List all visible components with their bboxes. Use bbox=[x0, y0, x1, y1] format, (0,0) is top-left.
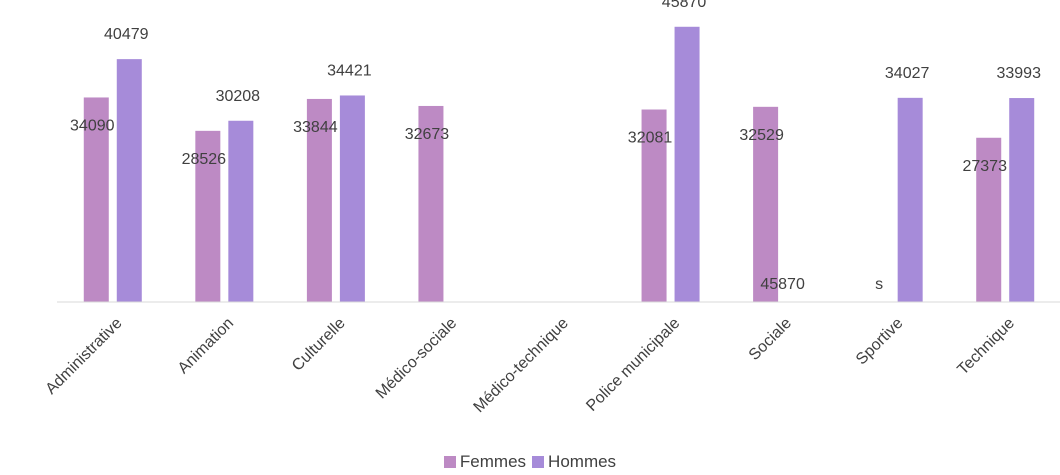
legend-item-hommes: Hommes bbox=[532, 452, 616, 472]
data-label-hommes-police-municipale: 45870 bbox=[662, 0, 707, 11]
data-label-femmes-animation: 28526 bbox=[182, 151, 227, 168]
bar-femmes-administrative bbox=[83, 97, 109, 303]
data-label-femmes-medico-sociale: 32673 bbox=[405, 126, 450, 143]
data-label-femmes-sociale: 32529 bbox=[739, 127, 784, 144]
x-tick-label-administrative: Administrative bbox=[43, 315, 126, 398]
legend-item-femmes: Femmes bbox=[443, 452, 527, 472]
legend-label-femmes: Femmes bbox=[459, 452, 527, 471]
data-label-femmes-culturelle: 33844 bbox=[293, 119, 338, 136]
x-tick-label-police-municipale: Police municipale bbox=[583, 315, 683, 415]
bar-hommes-culturelle bbox=[339, 95, 365, 302]
legend-label-hommes: Hommes bbox=[548, 452, 617, 471]
bar-femmes-animation bbox=[195, 130, 221, 302]
data-label-femmes-sportive: s bbox=[875, 276, 883, 293]
x-tick-label-animation: Animation bbox=[175, 315, 237, 377]
bar-femmes-police-municipale bbox=[641, 109, 667, 302]
data-label-hommes-animation: 30208 bbox=[216, 88, 261, 105]
legend-swatch-hommes bbox=[532, 456, 545, 468]
bar-femmes-culturelle bbox=[306, 98, 332, 302]
bar-femmes-technique bbox=[976, 137, 1002, 302]
x-tick-label-sociale: Sociale bbox=[746, 315, 795, 364]
data-label-femmes-technique: 27373 bbox=[962, 158, 1007, 175]
x-tick-label-medico-technique: Médico-technique bbox=[471, 315, 572, 416]
data-label-hommes-technique: 33993 bbox=[996, 65, 1041, 82]
data-label-hommes-administrative: 40479 bbox=[104, 26, 149, 43]
bar-hommes-animation bbox=[228, 120, 254, 302]
data-label-hommes-culturelle: 34421 bbox=[327, 62, 372, 79]
data-labels-layer: 34090 40479 28526 30208 33844 34421 32673 32081… bbox=[70, 0, 1041, 293]
data-label-femmes-police-municipale: 32081 bbox=[628, 130, 673, 147]
bars-layer bbox=[83, 26, 1035, 303]
bar-hommes-police-municipale bbox=[674, 26, 700, 303]
bar-hommes-sportive bbox=[897, 97, 923, 302]
legend: Femmes Hommes bbox=[0, 450, 1060, 474]
data-label-femmes-administrative: 34090 bbox=[70, 117, 115, 134]
legend-swatch-femmes bbox=[443, 456, 456, 468]
x-tick-label-sportive: Sportive bbox=[853, 315, 907, 369]
data-label-hommes-sociale: 45870 bbox=[760, 276, 805, 293]
bar-femmes-sociale bbox=[753, 106, 779, 303]
bar-hommes-technique bbox=[1009, 98, 1035, 303]
x-tick-label-culturelle: Culturelle bbox=[289, 315, 349, 375]
x-tick-label-medico-sociale: Médico-sociale bbox=[373, 315, 461, 403]
bar-femmes-medico-sociale bbox=[418, 105, 444, 302]
data-label-hommes-sportive: 34027 bbox=[885, 65, 930, 82]
x-tick-label-technique: Technique bbox=[954, 315, 1018, 379]
x-tick-labels-layer: Administrative Animation Culturelle Médico-… bbox=[43, 315, 1019, 416]
bar-hommes-administrative bbox=[116, 59, 142, 302]
